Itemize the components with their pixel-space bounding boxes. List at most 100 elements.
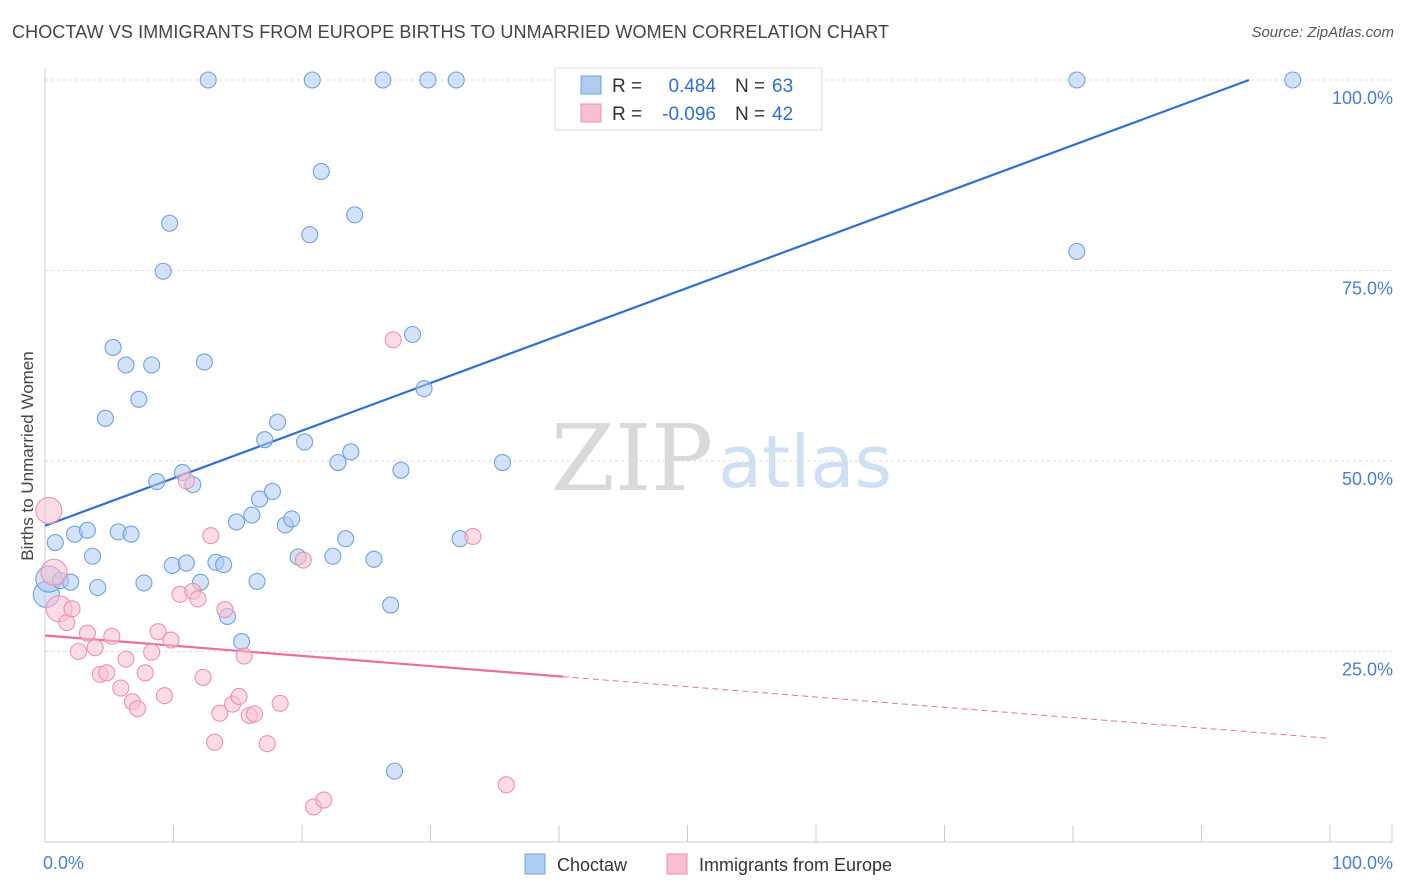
chart-title: CHOCTAW VS IMMIGRANTS FROM EUROPE BIRTHS… xyxy=(12,22,890,42)
stats-n-value-choctaw: 63 xyxy=(772,76,793,97)
point-choctaw-26 xyxy=(199,71,217,89)
point-immigrants-7 xyxy=(86,639,104,657)
point-immigrants-19 xyxy=(162,631,180,649)
y-axis-label: Births to Unmarried Women xyxy=(18,351,37,560)
point-immigrants-39 xyxy=(384,331,402,349)
point-choctaw-52 xyxy=(382,596,400,614)
chart-source: Source: ZipAtlas.com xyxy=(1251,24,1394,41)
point-choctaw-39 xyxy=(283,510,301,528)
point-immigrants-1 xyxy=(40,558,68,586)
point-immigrants-9 xyxy=(98,664,116,682)
point-immigrants-28 xyxy=(216,601,234,619)
point-choctaw-55 xyxy=(403,325,422,344)
trend-line-choctaw xyxy=(44,78,1250,527)
point-choctaw-17 xyxy=(148,473,166,491)
trend-line-immigrants xyxy=(44,634,563,678)
trend-line-immigrants-extrapolated xyxy=(562,676,1331,739)
point-immigrants-30 xyxy=(230,687,248,706)
point-choctaw-60 xyxy=(493,453,512,472)
point-choctaw-57 xyxy=(419,71,437,89)
point-choctaw-2 xyxy=(46,533,64,552)
point-immigrants-21 xyxy=(177,472,195,490)
stats-r-value-immigrants: -0.096 xyxy=(662,104,716,125)
point-immigrants-23 xyxy=(189,590,207,608)
stats-legend-swatch-immigrants xyxy=(580,103,602,123)
point-immigrants-34 xyxy=(258,735,276,753)
stats-n-label-immigrants: N = xyxy=(735,104,765,125)
point-immigrants-11 xyxy=(112,679,130,697)
point-immigrants-10 xyxy=(103,627,121,645)
point-choctaw-13 xyxy=(122,525,140,543)
point-immigrants-4 xyxy=(63,600,81,618)
point-choctaw-33 xyxy=(248,572,266,590)
point-choctaw-62 xyxy=(1068,242,1086,260)
point-choctaw-25 xyxy=(195,353,213,371)
point-choctaw-42 xyxy=(301,226,319,244)
point-immigrants-5 xyxy=(69,642,87,661)
watermark-zip: ZIP xyxy=(551,405,713,512)
point-choctaw-46 xyxy=(329,453,347,472)
point-choctaw-14 xyxy=(130,390,148,408)
point-choctaw-61 xyxy=(1068,71,1086,89)
point-choctaw-28 xyxy=(215,556,233,574)
point-immigrants-33 xyxy=(245,705,264,723)
point-immigrants-25 xyxy=(202,527,220,545)
point-immigrants-12 xyxy=(117,650,135,668)
legend-label-immigrants: Immigrants from Europe xyxy=(699,855,892,875)
point-choctaw-48 xyxy=(342,443,360,461)
point-immigrants-40 xyxy=(464,527,482,545)
point-choctaw-30 xyxy=(227,513,246,531)
stats-n-value-immigrants: 42 xyxy=(772,104,793,125)
stats-legend: R = 0.484 N = 63 R = -0.096 N = 42 xyxy=(554,67,823,131)
trend-lines xyxy=(44,78,1331,739)
point-choctaw-45 xyxy=(324,547,342,565)
watermark-atlas: atlas xyxy=(718,420,892,504)
point-choctaw-6 xyxy=(78,521,96,539)
point-choctaw-16 xyxy=(143,356,161,374)
point-choctaw-50 xyxy=(365,550,383,568)
point-choctaw-59 xyxy=(447,71,465,89)
point-immigrants-16 xyxy=(143,643,161,661)
x-tick-label-left: 0.0% xyxy=(43,853,84,873)
point-choctaw-47 xyxy=(337,530,355,548)
grid-lines xyxy=(45,79,1395,652)
point-choctaw-20 xyxy=(163,556,181,574)
point-choctaw-7 xyxy=(83,547,102,565)
point-choctaw-12 xyxy=(117,356,135,374)
point-immigrants-35 xyxy=(271,694,289,712)
tick-labels: 25.0% 50.0% 75.0% 100.0% 0.0% 100.0% xyxy=(43,88,1393,873)
legend-swatch-immigrants xyxy=(666,853,688,875)
data-points xyxy=(32,71,1302,816)
point-choctaw-54 xyxy=(392,461,410,479)
point-choctaw-44 xyxy=(312,162,330,180)
point-immigrants-6 xyxy=(78,624,96,642)
legend-swatch-choctaw xyxy=(524,853,546,875)
stats-n-label-choctaw: N = xyxy=(735,76,765,97)
point-immigrants-24 xyxy=(194,668,212,686)
point-choctaw-43 xyxy=(303,71,321,89)
point-choctaw-18 xyxy=(154,262,172,280)
point-immigrants-0 xyxy=(35,496,63,525)
point-choctaw-53 xyxy=(385,762,404,780)
point-choctaw-51 xyxy=(374,71,392,89)
point-immigrants-27 xyxy=(211,704,229,722)
point-choctaw-36 xyxy=(263,482,281,501)
point-choctaw-9 xyxy=(96,409,114,427)
point-choctaw-35 xyxy=(256,431,274,449)
axes xyxy=(44,68,1393,843)
point-choctaw-15 xyxy=(135,574,153,592)
x-tick-label-right: 100.0% xyxy=(1332,853,1393,873)
stats-r-label-choctaw: R = xyxy=(612,76,642,97)
point-immigrants-18 xyxy=(155,687,174,705)
point-choctaw-49 xyxy=(346,206,364,224)
point-immigrants-17 xyxy=(149,623,167,641)
point-choctaw-63 xyxy=(1284,71,1302,89)
legend-label-choctaw: Choctaw xyxy=(557,855,628,875)
stats-r-value-choctaw: 0.484 xyxy=(668,76,716,97)
y-tick-label-25: 25.0% xyxy=(1342,660,1393,680)
watermark: ZIP atlas xyxy=(551,405,892,512)
point-immigrants-38 xyxy=(315,791,333,809)
point-choctaw-41 xyxy=(296,433,314,451)
stats-r-label-immigrants: R = xyxy=(612,104,642,125)
